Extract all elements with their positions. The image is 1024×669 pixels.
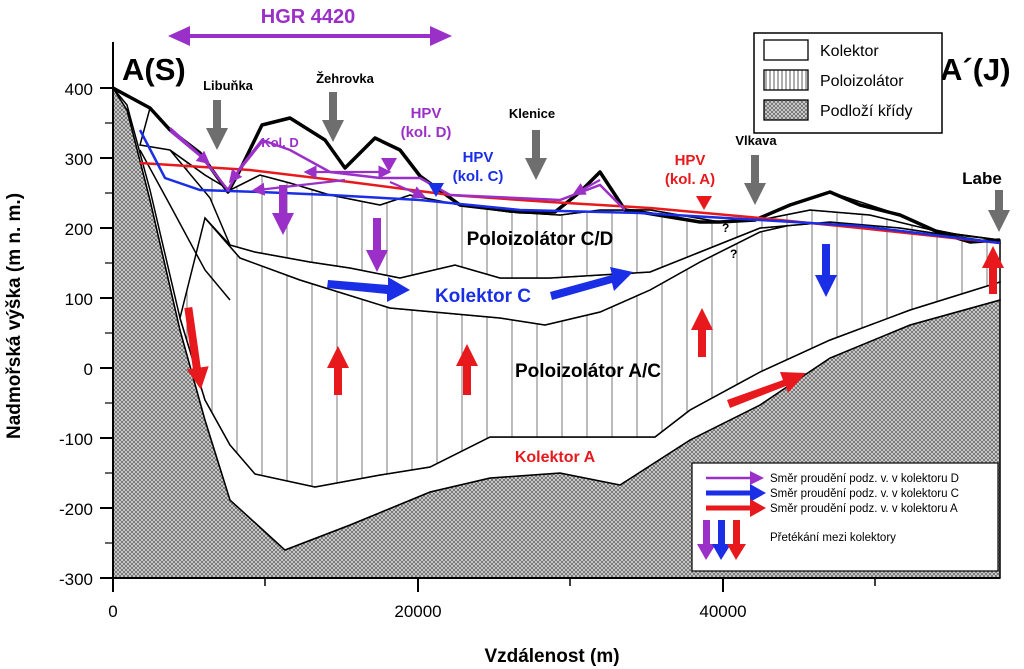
place-label-klenice: Klenice: [509, 106, 555, 121]
legend-arrow-c-icon: [750, 484, 766, 502]
down-arrow-icon: [525, 130, 547, 180]
question-mark-2: ?: [730, 247, 737, 261]
down-arrow-icon: [744, 155, 766, 205]
place-label-labe: Labe: [962, 169, 1002, 188]
x-axis-title: Vzdálenost (m): [484, 646, 619, 667]
hpv-c-line: [138, 129, 1001, 245]
hpv-d-label-2: (kol. D): [401, 124, 452, 141]
place-label-vlkava: Vlkava: [735, 133, 777, 148]
flow-arrow-a-2: [327, 346, 349, 395]
legend-arrows: Směr proudění podz. v. v kolektoru D Smě…: [691, 462, 999, 572]
flow-arrow-c-1: [327, 277, 410, 302]
legend-label-flow-a: Směr proudění podz. v. v kolektoru A: [770, 503, 958, 515]
poloizolator-ac-label: Poloizolátor A/C: [515, 361, 661, 382]
flow-arrow-a-1: [184, 306, 209, 390]
legend-label-flow-d: Směr proudění podz. v. v kolektoru D: [770, 473, 959, 485]
hpv-c-label-1: HPV: [463, 149, 494, 166]
y-tick-label: 100: [65, 290, 93, 309]
leakage-arrow-d-2: [366, 218, 388, 272]
section-end-label: A´(J): [940, 52, 1011, 87]
poloizolator-cd-label: Poloizolátor C/D: [467, 229, 614, 250]
hgr-range-arrow: [168, 26, 452, 46]
hpv-a-label-2: (kol. A): [665, 171, 715, 188]
x-tick-label: 40000: [699, 602, 746, 621]
y-tick-label: 200: [65, 220, 93, 239]
x-tick-label: 0: [108, 602, 117, 621]
kolektor-a-label: Kolektor A: [515, 449, 596, 466]
section-start-label: A(S): [122, 52, 186, 87]
hpv-d-marker-icon: [381, 158, 397, 172]
flow-arrow-a-4: [691, 308, 713, 357]
legend-leakage-c-icon: [712, 520, 731, 560]
hpv-d-label-1: HPV: [411, 105, 442, 122]
hpv-a-marker-icon: [696, 196, 712, 210]
question-mark-1: ?: [722, 221, 729, 235]
place-label-zehrovka: Žehrovka: [316, 71, 375, 86]
hpv-c-marker-icon: [428, 183, 444, 197]
y-axis-title: Nadmořská výška (m n. m.): [4, 193, 25, 439]
kolektor-c-label: Kolektor C: [435, 286, 531, 307]
flow-arrow-a-5: [727, 372, 806, 408]
legend-label-leakage: Přetékání mezi kolektory: [770, 532, 896, 544]
place-label-libunka: Libuňka: [203, 78, 254, 93]
hgr-label: HGR 4420: [261, 6, 356, 28]
y-tick-label: -200: [59, 500, 93, 519]
axes-frame: [100, 42, 1000, 592]
flow-arrows-d: [169, 130, 601, 199]
legend-leakage-d-icon: [697, 520, 716, 560]
legend-arrow-d-icon: [750, 471, 764, 485]
down-arrow-icon: [206, 100, 228, 150]
flow-arrow-a-3: [456, 344, 478, 395]
y-tick-label: -300: [59, 570, 93, 589]
legend-arrow-a-icon: [750, 499, 766, 517]
y-tick-label: 300: [65, 150, 93, 169]
leakage-arrow-d-1: [272, 185, 294, 235]
flow-arrow-c-2: [550, 267, 633, 300]
kol-d-label: Kol. D: [261, 135, 299, 150]
flow-arrow-a-6: [982, 246, 1004, 294]
legend-units: Kolektor Poloizolátor Podloží křídy: [753, 32, 943, 134]
hpv-c-label-2: (kol. C): [453, 168, 504, 185]
y-tick-label: 400: [65, 80, 93, 99]
legend-label-podlozi: Podloží křídy: [820, 103, 912, 120]
legend-leakage-a-icon: [727, 520, 746, 560]
y-tick-label: 0: [84, 360, 93, 379]
down-arrow-icon: [988, 190, 1010, 232]
inner-boundary-left: [139, 149, 231, 301]
y-tick-label: -100: [59, 430, 93, 449]
legend-label-poloizolator: Poloizolátor: [820, 73, 904, 90]
x-tick-label: 20000: [394, 602, 441, 621]
leakage-arrow-c-1: [815, 244, 837, 297]
down-arrow-icon: [322, 92, 344, 142]
hpv-a-label-1: HPV: [675, 152, 706, 169]
legend-label-flow-c: Směr proudění podz. v. v kolektoru C: [770, 488, 959, 500]
legend-label-kolektor: Kolektor: [820, 43, 879, 60]
